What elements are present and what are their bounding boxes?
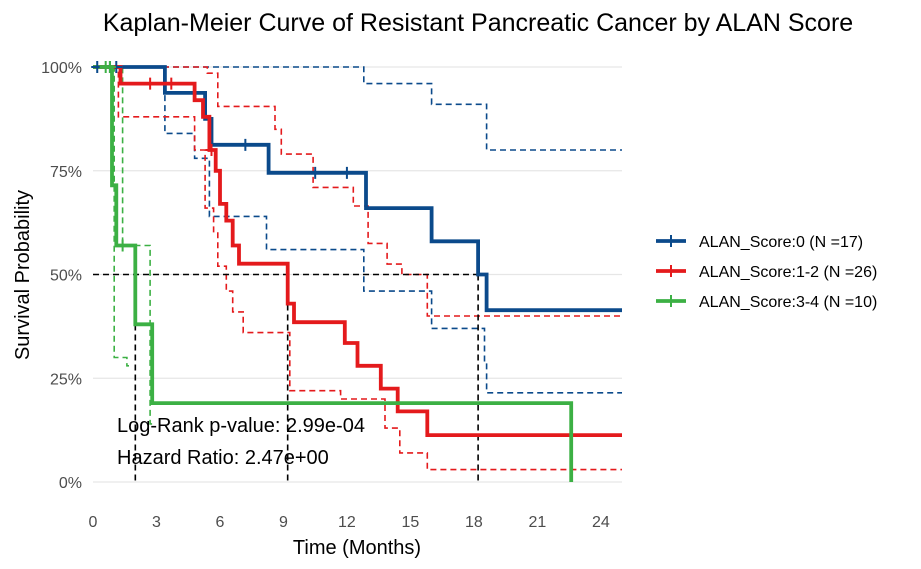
chart-title: Kaplan-Meier Curve of Resistant Pancreat… (103, 9, 853, 37)
censor-mark (239, 138, 252, 151)
legend-label: ALAN_Score:0 (N =17) (699, 234, 863, 251)
x-tick-label: 0 (89, 514, 98, 531)
confidence-bound (93, 66, 622, 471)
x-tick-label: 24 (592, 514, 610, 531)
x-tick-label: 9 (279, 514, 288, 531)
censor-mark (144, 77, 157, 90)
median-lines (93, 273, 479, 482)
x-tick-label: 21 (528, 514, 546, 531)
x-tick-label: 12 (338, 514, 356, 531)
survival-curve (93, 65, 574, 482)
y-tick-label: 25% (50, 371, 82, 388)
x-tick-label: 3 (152, 514, 161, 531)
confidence-bound (93, 66, 622, 317)
y-tick-label: 75% (50, 164, 82, 181)
hazard-ratio-annotation: Hazard Ratio: 2.47e+00 (117, 447, 329, 469)
y-axis-label: Survival Probability (12, 190, 34, 360)
y-tick-label: 0% (59, 475, 82, 492)
y-tick-label: 100% (41, 60, 82, 77)
censor-marks (91, 61, 353, 252)
confidence-bound (93, 66, 622, 151)
censor-mark (165, 77, 178, 90)
confidence-bound (93, 66, 129, 367)
confidence-bound (93, 66, 622, 394)
censor-mark (340, 166, 353, 179)
y-tick-label: 50% (50, 268, 82, 285)
legend-label: ALAN_Score:1-2 (N =26) (699, 264, 877, 281)
x-tick-label: 15 (402, 514, 420, 531)
censor-mark (205, 144, 218, 156)
x-axis-label: Time (Months) (293, 537, 421, 559)
censor-mark (116, 239, 129, 252)
confidence-bands (93, 66, 622, 471)
survival-curve (93, 65, 622, 437)
censor-mark (309, 166, 322, 179)
censor-mark (103, 61, 116, 73)
x-tick-label: 18 (465, 514, 483, 531)
logrank-annotation: Log-Rank p-value: 2.99e-04 (117, 415, 365, 437)
y-ticks: 0% 25% 50% 75% 100% (41, 60, 82, 492)
legend: ALAN_Score:0 (N =17) ALAN_Score:1-2 (N =2… (656, 234, 877, 311)
legend-label: ALAN_Score:3-4 (N =10) (699, 294, 877, 311)
x-tick-label: 6 (216, 514, 225, 531)
x-ticks: 0 3 6 9 12 15 18 21 24 (89, 514, 610, 531)
